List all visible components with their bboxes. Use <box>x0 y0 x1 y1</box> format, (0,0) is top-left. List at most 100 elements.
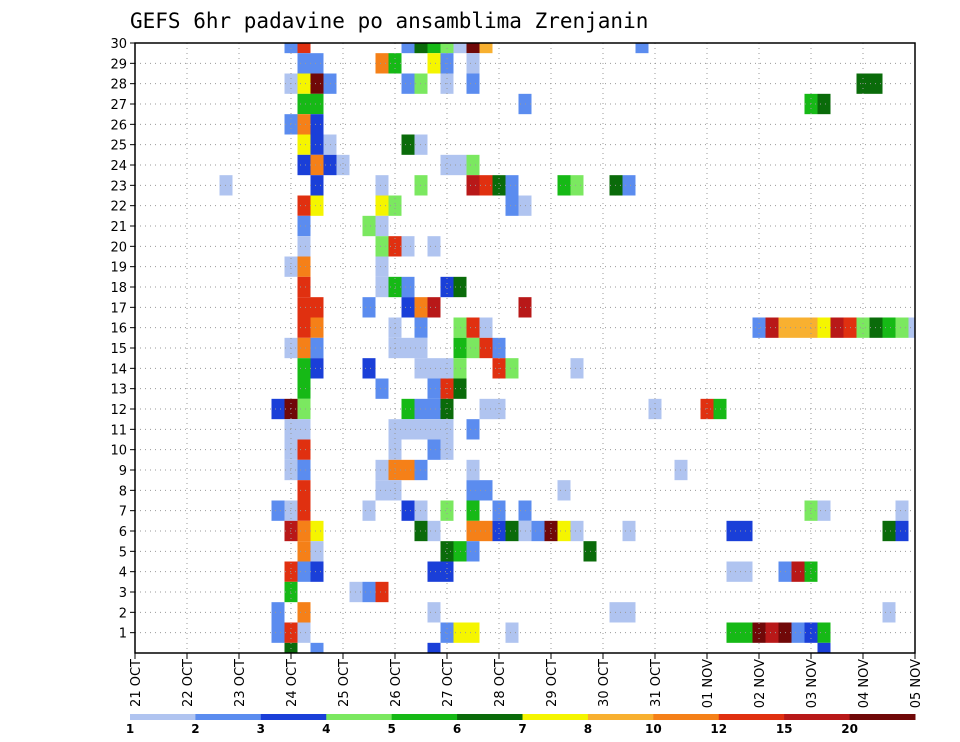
heatmap-cell <box>297 378 311 399</box>
heatmap-cells <box>219 43 915 653</box>
grid-lines <box>135 42 915 653</box>
y-tick-label: 3 <box>119 586 127 601</box>
heatmap-cell <box>336 154 350 176</box>
heatmap-cell <box>297 134 311 155</box>
heatmap-cell <box>297 561 311 582</box>
heatmap-cell <box>765 317 779 338</box>
heatmap-cell <box>531 520 545 542</box>
heatmap-cell <box>375 195 389 216</box>
heatmap-cell <box>791 317 805 338</box>
x-tick-label: 21 OCT <box>129 659 144 707</box>
heatmap-cell <box>310 73 324 94</box>
y-tick-label: 22 <box>110 200 127 215</box>
colorbar-swatch <box>457 714 523 720</box>
colorbar-label: 3 <box>257 722 265 736</box>
colorbar-label: 4 <box>322 722 330 736</box>
colorbar-swatch <box>391 714 458 720</box>
heatmap-cell <box>505 358 519 379</box>
heatmap-cell <box>765 622 779 643</box>
y-tick-label: 12 <box>110 403 127 418</box>
heatmap-cell <box>882 602 896 623</box>
heatmap-cell <box>505 175 519 196</box>
heatmap-cell <box>440 439 454 460</box>
heatmap-cell <box>375 378 389 399</box>
x-tick-label: 05 NOV <box>909 659 924 708</box>
heatmap-cell <box>466 459 480 481</box>
x-tick-label: 27 OCT <box>441 659 456 707</box>
y-tick-label: 24 <box>110 159 127 174</box>
heatmap-cell <box>726 561 740 582</box>
heatmap-cell <box>440 500 454 521</box>
y-tick-label: 29 <box>110 57 127 72</box>
heatmap-cell <box>375 276 389 298</box>
y-tick-label: 15 <box>110 342 127 357</box>
heatmap-cell <box>297 93 311 115</box>
heatmap-cell <box>297 317 311 338</box>
heatmap-cell <box>466 541 480 562</box>
colorbar-label: 12 <box>710 722 727 736</box>
heatmap-cell <box>271 500 285 521</box>
y-tick-label: 10 <box>110 444 127 459</box>
heatmap-cell <box>310 358 324 379</box>
x-tick-label: 29 OCT <box>545 659 560 707</box>
heatmap-cell <box>297 53 311 74</box>
colorbar-label: 20 <box>841 722 858 736</box>
heatmap-cell <box>401 459 415 481</box>
heatmap-cell <box>895 317 909 338</box>
colorbar-label: 8 <box>584 722 592 736</box>
y-axis: 1234567891011121314151617181920212223242… <box>110 37 135 642</box>
heatmap-cell <box>297 459 311 481</box>
colorbar-swatch <box>653 714 720 720</box>
y-tick-label: 26 <box>110 118 127 133</box>
heatmap-cell <box>375 459 389 481</box>
heatmap-cell <box>492 500 506 521</box>
colorbar-swatch <box>326 714 393 720</box>
x-tick-label: 30 OCT <box>597 659 612 707</box>
heatmap-cell <box>271 622 285 643</box>
heatmap-cell <box>297 297 311 318</box>
y-tick-label: 2 <box>119 606 127 621</box>
heatmap-cell <box>791 622 805 643</box>
heatmap-cell <box>492 520 506 542</box>
heatmap-cell <box>817 622 831 643</box>
y-tick-label: 11 <box>110 423 127 438</box>
heatmap-cell <box>375 480 389 501</box>
y-tick-label: 5 <box>119 545 127 560</box>
colorbar-label: 6 <box>453 722 461 736</box>
colorbar: 1 2 3 4 5 6 7 8 10 12 15 20 <box>126 714 916 736</box>
y-tick-label: 19 <box>110 261 127 276</box>
x-tick-label: 25 OCT <box>337 659 352 707</box>
heatmap-cell <box>401 276 415 298</box>
heatmap-cell <box>427 236 441 257</box>
heatmap-cell <box>427 642 441 653</box>
colorbar-swatch <box>260 714 327 720</box>
heatmap-cell <box>427 53 441 74</box>
heatmap-cell <box>310 53 324 74</box>
heatmap-cell <box>401 419 415 440</box>
y-tick-label: 1 <box>119 627 127 642</box>
y-tick-label: 7 <box>119 505 127 520</box>
heatmap-cell <box>505 520 519 542</box>
heatmap-cell <box>401 337 415 359</box>
y-tick-label: 30 <box>110 37 127 52</box>
y-tick-label: 23 <box>110 179 127 194</box>
heatmap-cell <box>427 419 441 440</box>
colorbar-label: 5 <box>387 722 395 736</box>
heatmap-cell <box>427 561 441 582</box>
heatmap-cell <box>297 419 311 440</box>
heatmap-cell <box>466 154 480 176</box>
heatmap-cell <box>297 236 311 257</box>
heatmap-cell <box>570 520 584 542</box>
heatmap-cell <box>440 561 454 582</box>
heatmap-cell <box>297 73 311 94</box>
heatmap-cell <box>466 53 480 74</box>
heatmap-cell <box>310 561 324 582</box>
heatmap-cell <box>297 398 311 420</box>
heatmap-cell <box>453 43 467 54</box>
heatmap-cell <box>284 642 298 653</box>
heatmap-cell <box>466 500 480 521</box>
heatmap-cell <box>375 53 389 74</box>
y-tick-label: 17 <box>110 301 127 316</box>
heatmap-cell <box>414 43 428 54</box>
heatmap-cell <box>310 114 324 135</box>
